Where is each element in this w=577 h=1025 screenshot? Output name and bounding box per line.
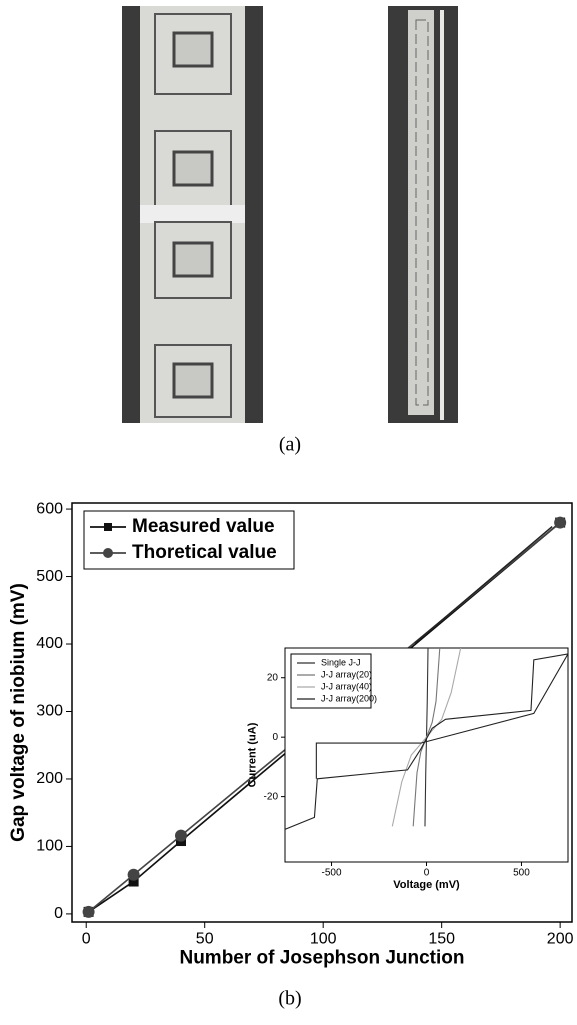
y-tick-label: 100 (36, 838, 63, 855)
legend-label: Single J-J (321, 657, 361, 667)
marker (83, 906, 95, 918)
x-tick-label: 0 (424, 868, 430, 879)
marker (554, 517, 566, 529)
caption: (b) (278, 988, 301, 1010)
figure: (a) (b) 0501001502000100200300400500600N… (0, 0, 577, 1020)
micrograph-right (388, 6, 458, 423)
y-tick-label: 0 (54, 905, 63, 922)
y-tick-label: 500 (36, 568, 63, 585)
legend-label: J-J array(20) (321, 669, 372, 679)
y-axis-label: Gap voltage of niobium (mV) (8, 583, 29, 842)
x-tick-label: 150 (428, 930, 455, 947)
marker (175, 830, 187, 842)
y-tick-label: 20 (267, 672, 279, 683)
legend-label: J-J array(40) (321, 681, 372, 691)
x-tick-label: 0 (82, 930, 91, 947)
x-tick-label: 50 (196, 930, 214, 947)
caption: (a) (279, 434, 301, 456)
marker (128, 869, 140, 881)
y-tick-label: 0 (272, 732, 278, 743)
plot: -500 0 500 -20 0 20 Voltage (mV) Current (uA) Si… (246, 648, 568, 891)
y-tick-label: 200 (36, 770, 63, 787)
x-axis-label: Number of Josephson Junction (179, 947, 464, 968)
y-tick-label: 400 (36, 635, 63, 652)
legend-label: J-J array(200) (321, 693, 377, 703)
x-tick-label: 500 (513, 868, 530, 879)
x-axis-label: Voltage (mV) (393, 879, 460, 891)
page: (a) (b) 0501001502000100200300400500600N… (0, 0, 577, 1025)
legend-marker (103, 548, 113, 558)
x-tick-label: 200 (547, 930, 574, 947)
y-tick-label: 600 (36, 500, 63, 517)
legend-marker (104, 523, 112, 531)
x-tick-label: 100 (310, 930, 337, 947)
legend-label: Measured value (132, 516, 275, 537)
legend-label: Thoretical value (132, 542, 277, 563)
x-tick-label: -500 (322, 868, 342, 879)
y-tick-label: -20 (264, 791, 279, 802)
y-tick-label: 300 (36, 703, 63, 720)
micrograph-left (122, 6, 263, 423)
y-axis-label: Current (uA) (246, 722, 258, 787)
